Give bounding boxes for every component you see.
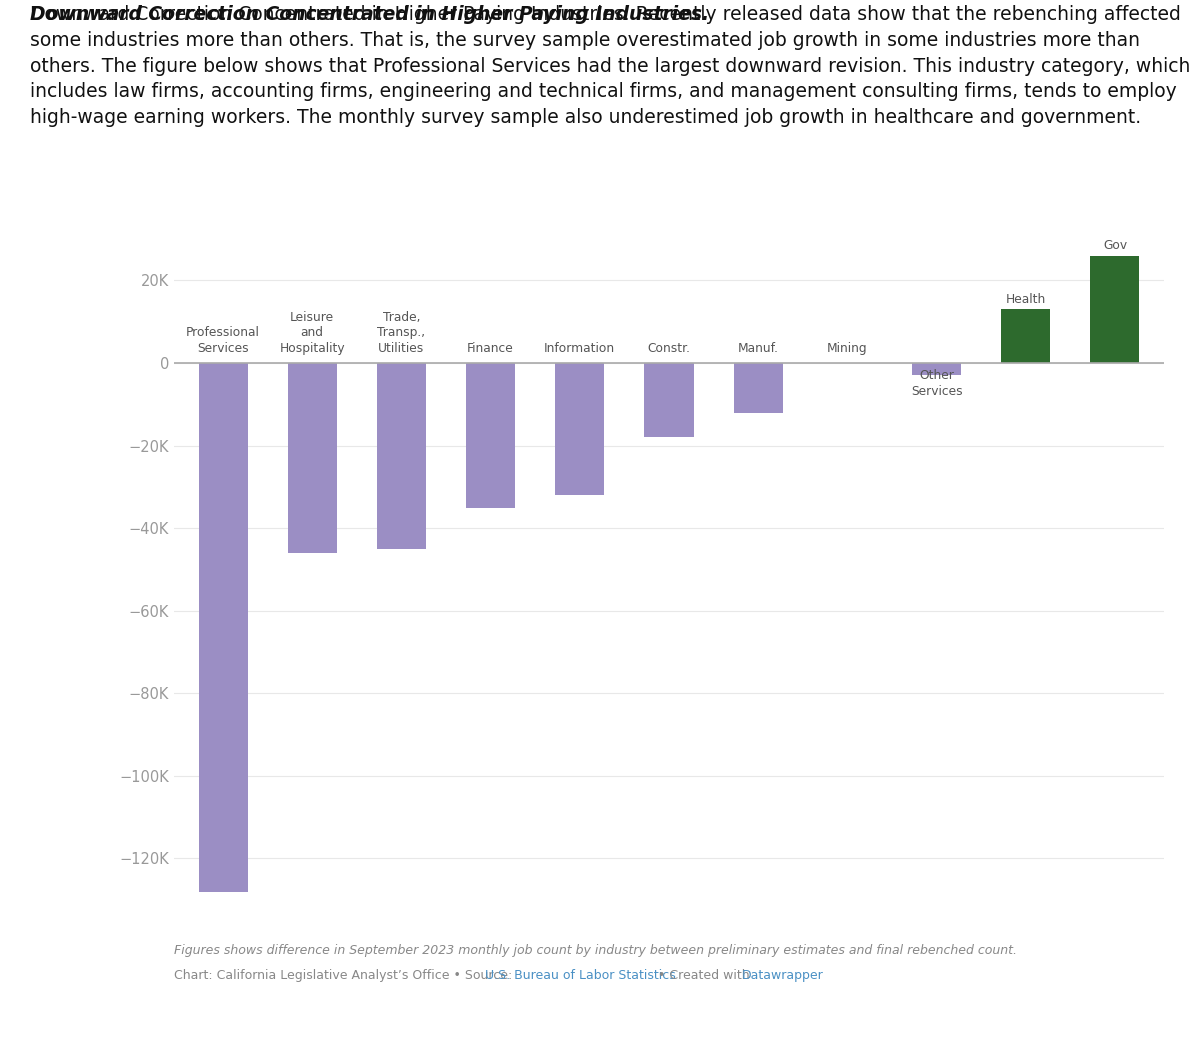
Text: Figures shows difference in September 2023 monthly job count by industry between: Figures shows difference in September 20… xyxy=(174,944,1018,957)
Bar xyxy=(912,363,961,375)
Bar xyxy=(556,363,605,495)
Text: Trade,
Transp.,
Utilities: Trade, Transp., Utilities xyxy=(377,311,426,355)
Bar xyxy=(288,363,337,553)
Text: Manuf.: Manuf. xyxy=(738,342,779,355)
Text: Professional
Services: Professional Services xyxy=(186,327,260,355)
Bar xyxy=(1091,256,1140,363)
Text: Downward Correction Concentrated in Higher Paying Industries. Recently released : Downward Correction Concentrated in High… xyxy=(30,5,1190,127)
Text: Other
Services: Other Services xyxy=(911,369,962,397)
Bar xyxy=(1001,309,1050,363)
Text: Chart: California Legislative Analyst’s Office • Source:: Chart: California Legislative Analyst’s … xyxy=(174,969,516,982)
Text: • Created with: • Created with xyxy=(654,969,754,982)
Bar xyxy=(733,363,782,413)
Text: Information: Information xyxy=(545,342,616,355)
Text: Leisure
and
Hospitality: Leisure and Hospitality xyxy=(280,311,346,355)
Text: Constr.: Constr. xyxy=(648,342,690,355)
Text: Mining: Mining xyxy=(827,342,868,355)
Text: U.S. Bureau of Labor Statistics: U.S. Bureau of Labor Statistics xyxy=(485,969,676,982)
Bar xyxy=(466,363,515,508)
Text: Datawrapper: Datawrapper xyxy=(742,969,823,982)
Text: Downward Correction Concentrated in Higher Paying Industries.: Downward Correction Concentrated in High… xyxy=(30,5,709,24)
Text: Finance: Finance xyxy=(467,342,514,355)
Bar xyxy=(198,363,247,891)
Text: Health: Health xyxy=(1006,293,1046,306)
Bar xyxy=(644,363,694,438)
Text: Gov: Gov xyxy=(1103,239,1127,253)
Bar xyxy=(377,363,426,549)
